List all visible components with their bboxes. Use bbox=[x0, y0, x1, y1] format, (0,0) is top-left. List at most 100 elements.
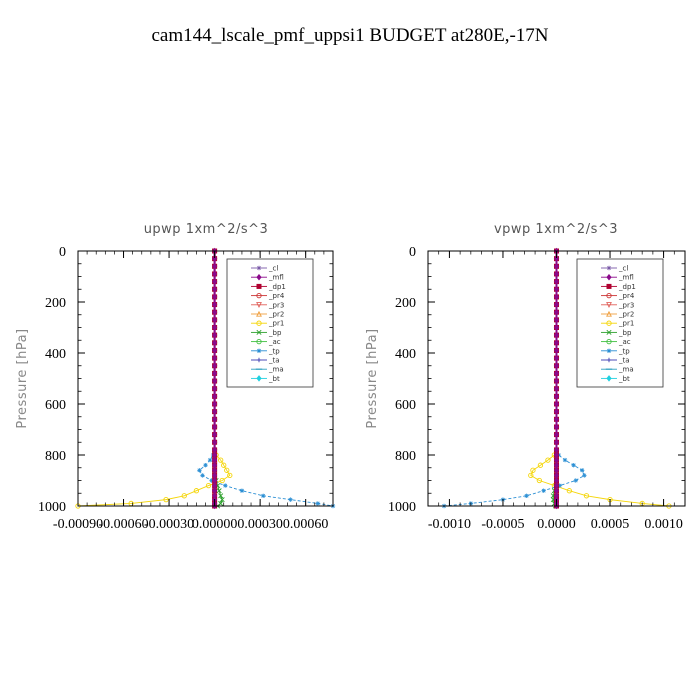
legend-entry: _bt bbox=[268, 375, 280, 383]
y-tick-label: 800 bbox=[45, 449, 66, 464]
legend-entry: _pr1 bbox=[268, 320, 284, 328]
data-point-tp bbox=[197, 468, 202, 473]
data-point-pr1 bbox=[537, 462, 544, 468]
legend-marker bbox=[606, 292, 612, 299]
data-point-mfl bbox=[212, 362, 218, 370]
data-point-mfl bbox=[212, 377, 218, 385]
data-point-mfl bbox=[212, 308, 218, 316]
data-point-mfl bbox=[212, 354, 218, 362]
y-axis-label: Pressure [hPa] bbox=[365, 328, 380, 428]
data-point-tp bbox=[200, 473, 205, 478]
x-tick-label: 0.0005 bbox=[591, 517, 630, 532]
legend-marker bbox=[606, 273, 612, 281]
legend-entry: _pr3 bbox=[268, 301, 284, 309]
data-point-mfl bbox=[553, 377, 560, 385]
data-point-mfl bbox=[553, 285, 560, 293]
legend-box bbox=[226, 258, 314, 388]
legend-marker bbox=[256, 310, 262, 317]
legend-entry: _ta bbox=[268, 357, 280, 365]
data-point-tp bbox=[582, 473, 587, 478]
data-point-mfl bbox=[553, 263, 560, 270]
x-tick-label: -0.00030 bbox=[144, 517, 194, 532]
legend-entry: _mfl bbox=[268, 274, 284, 282]
y-tick-label: 600 bbox=[395, 398, 416, 413]
data-point-pr1 bbox=[545, 457, 551, 463]
data-point-mfl bbox=[212, 423, 218, 431]
data-point-mfl bbox=[212, 270, 218, 278]
legend-entry: _ac bbox=[618, 338, 631, 346]
legend-entry: _pr4 bbox=[618, 292, 635, 300]
legend-entry: _tp bbox=[268, 347, 280, 355]
legend-box bbox=[576, 258, 664, 388]
data-point-mfl bbox=[553, 416, 560, 423]
legend-entry: _pr1 bbox=[618, 320, 634, 328]
y-tick-label: 400 bbox=[395, 347, 416, 362]
data-point-mfl bbox=[553, 293, 560, 301]
legend-entry: _dp1 bbox=[618, 283, 636, 291]
data-point-pr1 bbox=[528, 472, 534, 479]
data-point-mfl bbox=[212, 393, 218, 400]
data-point-mfl bbox=[212, 285, 218, 293]
legend-entry: _cl bbox=[268, 265, 278, 273]
legend-marker bbox=[606, 338, 612, 345]
legend-entry: _ta bbox=[618, 357, 630, 365]
legend-entry: _mfl bbox=[618, 274, 634, 282]
data-point-mfl bbox=[212, 370, 218, 377]
legend-marker bbox=[606, 320, 612, 326]
data-point-mfl bbox=[553, 278, 560, 285]
legend-entry: _bt bbox=[618, 375, 630, 383]
y-tick-label: 200 bbox=[395, 296, 416, 311]
legend-entry: _bp bbox=[268, 329, 282, 337]
data-point-tp bbox=[541, 488, 546, 493]
x-tick-label: -0.0005 bbox=[481, 517, 524, 532]
data-point-mfl bbox=[553, 316, 560, 324]
data-point-tp bbox=[315, 501, 321, 506]
y-tick-label: 0 bbox=[59, 245, 66, 260]
legend-entry: _pr2 bbox=[268, 311, 284, 319]
y-tick-label: 1000 bbox=[38, 500, 66, 515]
data-point-pr1 bbox=[219, 477, 225, 484]
data-point-mfl bbox=[212, 255, 218, 262]
legend-marker bbox=[606, 348, 612, 353]
legend-marker bbox=[256, 265, 262, 271]
legend-marker bbox=[256, 329, 262, 335]
data-point-mfl bbox=[553, 400, 560, 408]
data-point-mfl bbox=[212, 416, 218, 423]
data-point-pr1 bbox=[205, 482, 212, 489]
upwp-panel: upwp 1xm^2/s^3 Pressure [hPa] 0 200 400 600 80… bbox=[15, 222, 336, 532]
data-point-mfl bbox=[212, 408, 218, 415]
data-point-mfl bbox=[212, 400, 218, 408]
data-point-mfl bbox=[212, 263, 218, 270]
data-point-pr1 bbox=[536, 477, 543, 484]
data-point-mfl bbox=[553, 423, 560, 431]
legend-marker bbox=[256, 348, 262, 353]
legend-entry: _ma bbox=[618, 366, 634, 374]
data-point-bp bbox=[219, 497, 225, 503]
legend-marker bbox=[606, 310, 612, 317]
data-point-mfl bbox=[212, 316, 218, 324]
data-point-tp bbox=[557, 483, 562, 488]
data-point-bp bbox=[216, 488, 222, 494]
legend-entry: _ac bbox=[268, 338, 281, 346]
legend-entry: _cl bbox=[618, 265, 628, 273]
data-point-mfl bbox=[553, 347, 560, 354]
data-point-mfl bbox=[553, 270, 560, 278]
legend-entry: _pr2 bbox=[618, 311, 634, 319]
data-point-tp bbox=[239, 488, 245, 493]
legend-marker bbox=[606, 357, 612, 363]
data-point-mfl bbox=[553, 393, 560, 400]
legend-marker bbox=[256, 283, 262, 289]
legend-entry: _pr4 bbox=[268, 292, 285, 300]
legend-entry: _pr3 bbox=[618, 301, 634, 309]
data-point-tp bbox=[209, 478, 214, 483]
x-tick-label: 0.00030 bbox=[237, 517, 283, 532]
data-point-tp bbox=[288, 497, 293, 502]
data-point-pr1 bbox=[181, 493, 187, 499]
legend-entry: _tp bbox=[618, 347, 630, 355]
data-point-mfl bbox=[212, 293, 218, 301]
series-group bbox=[441, 247, 672, 510]
legend: _cl_mfl_dp1_pr4_pr3_pr2_pr1_bp_ac_tp_ta_… bbox=[226, 258, 314, 388]
legend-marker bbox=[606, 329, 612, 335]
y-tick-label: 400 bbox=[45, 347, 66, 362]
